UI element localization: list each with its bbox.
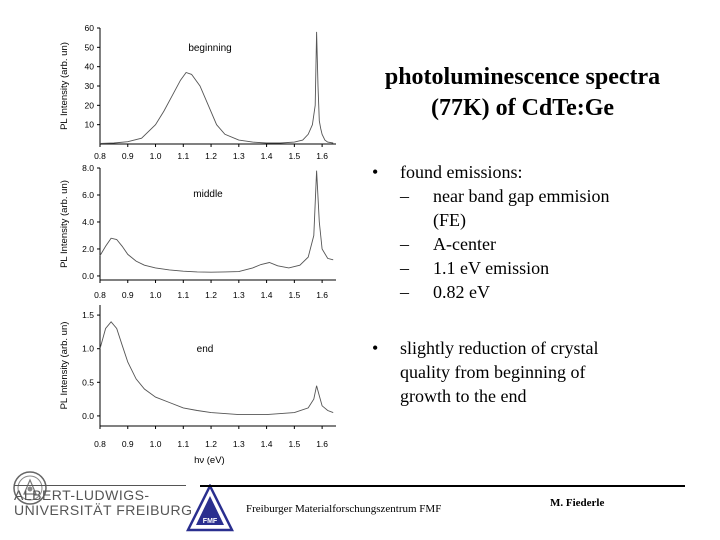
bullet-dot: •	[372, 162, 379, 182]
x-tick-label: 1.6	[316, 290, 328, 300]
sub-bullet-text: near band gap emmision	[433, 186, 610, 206]
y-tick-label: 1.5	[82, 310, 94, 320]
x-tick-label: 0.9	[122, 151, 134, 161]
spectrum-panel-2: 0.8 0.9 1.0 1.1 1.2 1.3 1.4 1.5 1.6 0.0 2.0 4.0 6.0 8…	[59, 163, 336, 300]
x-tick-label: 1.2	[205, 290, 217, 300]
fmf-logo-text: FMF	[203, 518, 218, 525]
panel-title: beginning	[188, 43, 231, 54]
spectrum-panel-3: 0.8 0.9 1.0 1.1 1.2 1.3 1.4 1.5 1.6 0.0 0.5 1.0 1.5 P…	[59, 305, 336, 466]
x-tick-label: 1.3	[233, 439, 245, 449]
y-tick-label: 50	[85, 42, 95, 52]
bullet-text: slightly reduction of crystal	[400, 338, 599, 358]
y-tick-label: 6.0	[82, 190, 94, 200]
y-axis-label: PL Intensity (arb. un)	[59, 42, 70, 130]
x-tick-label: 0.8	[94, 439, 106, 449]
x-tick-label: 0.9	[122, 439, 134, 449]
footer-left-divider	[14, 485, 186, 486]
bullet-text: growth to the end	[400, 386, 527, 406]
x-tick-label: 1.1	[177, 151, 189, 161]
bullet-text: quality from beginning of	[400, 362, 586, 382]
spectrum-line	[99, 321, 334, 416]
spectrum-line	[99, 170, 334, 273]
sub-bullet-0-82-ev: – 0.82 eV	[400, 280, 702, 304]
bullet-text: found emissions:	[400, 162, 523, 182]
spectrum-line	[99, 31, 334, 144]
bullet-dot: •	[372, 338, 379, 358]
x-tick-label: 1.1	[177, 290, 189, 300]
spectrum-panel-1: 0.8 0.9 1.0 1.1 1.2 1.3 1.4 1.5 1.6 10 20 30 40 50 60 P…	[59, 23, 336, 161]
y-tick-label: 60	[85, 23, 95, 33]
x-tick-label: 1.0	[150, 290, 162, 300]
y-tick-label: 0.0	[82, 411, 94, 421]
y-tick-label: 0.0	[82, 271, 94, 281]
x-tick-label: 0.8	[94, 290, 106, 300]
sub-bullet-dash: –	[400, 258, 409, 278]
sub-bullet-text: 0.82 eV	[433, 282, 490, 302]
sub-bullet-fe: – near band gap emmision (FE)	[400, 184, 702, 232]
y-tick-label: 4.0	[82, 217, 94, 227]
x-tick-label: 1.3	[233, 290, 245, 300]
bullet-found-emissions: • found emissions:	[372, 160, 702, 184]
x-tick-label: 1.0	[150, 439, 162, 449]
y-tick-label: 30	[85, 81, 95, 91]
x-tick-label: 0.8	[94, 151, 106, 161]
fmf-logo-icon: FMF	[186, 484, 234, 532]
sub-bullet-text: (FE)	[433, 210, 466, 230]
x-tick-label: 1.5	[288, 290, 300, 300]
x-tick-label: 1.5	[288, 151, 300, 161]
y-axis-label: PL Intensity (arb. un)	[59, 322, 70, 410]
sub-bullet-dash: –	[400, 186, 409, 206]
x-tick-label: 1.2	[205, 439, 217, 449]
y-tick-label: 1.0	[82, 344, 94, 354]
bullet-crystal-quality: • slightly reduction of crystal quality …	[372, 336, 702, 408]
slide-title: photoluminescence spectra (77K) of CdTe:…	[350, 62, 695, 124]
university-line-1: ALBERT-LUDWIGS-	[14, 487, 150, 503]
y-tick-label: 8.0	[82, 163, 94, 173]
sub-bullet-text: 1.1 eV emission	[433, 258, 550, 278]
panel-title: end	[197, 344, 214, 355]
sub-bullet-text: A-center	[433, 234, 496, 254]
sub-bullet-dash: –	[400, 234, 409, 254]
sub-bullet-a-center: – A-center	[400, 232, 702, 256]
pl-spectra-chart: 0.8 0.9 1.0 1.1 1.2 1.3 1.4 1.5 1.6 10 20 30 40 50 60 P…	[59, 23, 336, 466]
sub-bullet-1-1-ev: – 1.1 eV emission	[400, 256, 702, 280]
x-tick-label: 1.4	[261, 290, 273, 300]
title-line-2: (77K) of CdTe:Ge	[430, 95, 615, 121]
x-tick-label: 0.9	[122, 290, 134, 300]
y-tick-label: 40	[85, 62, 95, 72]
y-tick-label: 10	[85, 120, 95, 130]
x-tick-label: 1.6	[316, 439, 328, 449]
sub-bullet-dash: –	[400, 282, 409, 302]
x-tick-label: 1.4	[261, 439, 273, 449]
y-axis-label: PL Intensity (arb. un)	[59, 180, 70, 268]
university-seal-icon	[13, 471, 47, 505]
x-tick-label: 1.1	[177, 439, 189, 449]
x-tick-label: 1.6	[316, 151, 328, 161]
university-logo-text: ALBERT-LUDWIGS- UNIVERSITÄT FREIBURG	[14, 488, 193, 518]
y-tick-label: 0.5	[82, 377, 94, 387]
x-tick-label: 1.3	[233, 151, 245, 161]
x-tick-label: 1.5	[288, 439, 300, 449]
x-axis-label: hν (eV)	[194, 455, 225, 466]
panel-title: middle	[193, 189, 223, 200]
footer-institute: Freiburger Materialforschungszentrum FMF	[246, 503, 442, 515]
footer-divider	[200, 485, 685, 487]
y-tick-label: 2.0	[82, 244, 94, 254]
x-tick-label: 1.4	[261, 151, 273, 161]
title-line-1: photoluminescence spectra	[384, 64, 661, 90]
university-line-2: UNIVERSITÄT FREIBURG	[14, 502, 193, 518]
x-tick-label: 1.0	[150, 151, 162, 161]
footer-author: M. Fiederle	[550, 497, 605, 509]
x-tick-label: 1.2	[205, 151, 217, 161]
y-tick-label: 20	[85, 100, 95, 110]
bullet-list: • found emissions: – near band gap emmis…	[372, 160, 702, 408]
